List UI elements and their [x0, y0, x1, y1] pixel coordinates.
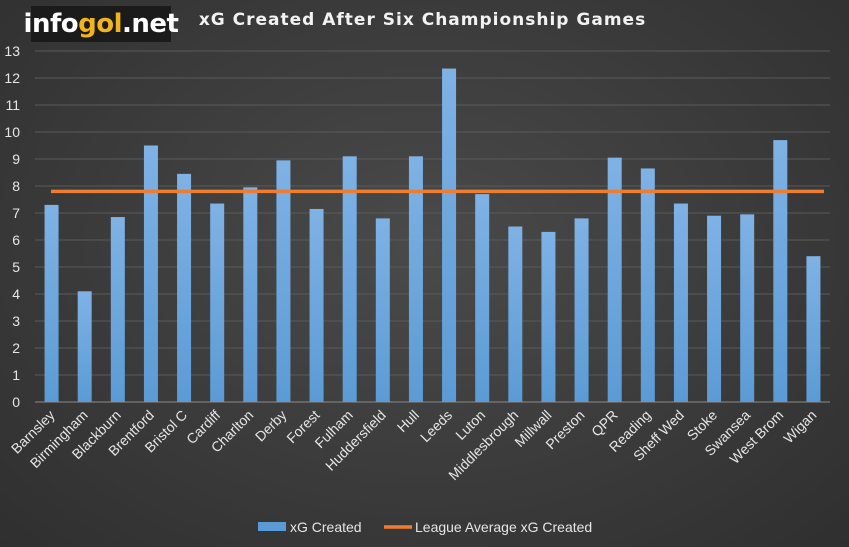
bar-qpr [607, 157, 622, 402]
bar-birmingham [77, 291, 92, 402]
x-tick-label: Wigan [780, 407, 819, 446]
y-tick-label: 7 [12, 205, 20, 221]
bar-swansea [740, 214, 755, 402]
y-tick-label: 13 [4, 43, 20, 59]
y-tick-label: 3 [12, 313, 20, 329]
bar-sheff-wed [673, 203, 688, 402]
y-tick-label: 9 [12, 151, 20, 167]
y-tick-label: 8 [12, 178, 20, 194]
bar-wigan [806, 256, 821, 402]
bar-brentford [143, 145, 158, 402]
x-tick-label: Leeds [417, 407, 455, 445]
bar-fulham [342, 156, 357, 402]
y-tick-label: 6 [12, 232, 20, 248]
legend-label-xg-created: xG Created [290, 519, 362, 535]
logo-suffix: .net [122, 9, 179, 39]
x-tick-label: Derby [252, 407, 290, 445]
x-tick-label: Hull [394, 407, 422, 435]
bar-middlesbrough [508, 226, 523, 402]
y-tick-label: 2 [12, 340, 20, 356]
infogol-logo: info gol .net [24, 6, 179, 42]
bar-leeds [442, 68, 457, 403]
chart-title: xG Created After Six Championship Games [198, 10, 647, 30]
logo-accent: gol [78, 9, 123, 39]
bar-reading [640, 168, 655, 402]
bar-stoke [707, 215, 722, 402]
legend-label-league-average: League Average xG Created [415, 519, 592, 535]
bar-charlton [243, 187, 258, 402]
bar-huddersfield [375, 218, 390, 402]
bar-west-brom [773, 140, 788, 402]
bar-preston [574, 218, 589, 402]
bar-millwall [541, 231, 556, 402]
y-tick-label: 1 [12, 367, 20, 383]
y-tick-label: 12 [4, 70, 20, 86]
bar-forest [309, 208, 324, 402]
y-tick-label: 5 [12, 259, 20, 275]
legend-swatch-xg-created [258, 522, 286, 531]
bar-barnsley [44, 204, 59, 402]
bar-luton [475, 194, 490, 402]
bar-bristol-c [177, 173, 192, 402]
y-tick-label: 4 [12, 286, 20, 302]
y-tick-label: 10 [4, 124, 20, 140]
bar-cardiff [210, 203, 225, 402]
bar-blackburn [110, 217, 125, 402]
bar-derby [276, 160, 291, 402]
y-tick-label: 0 [12, 394, 20, 410]
y-tick-label: 11 [5, 97, 20, 113]
logo-prefix: info [23, 9, 79, 39]
bar-hull [408, 156, 423, 402]
